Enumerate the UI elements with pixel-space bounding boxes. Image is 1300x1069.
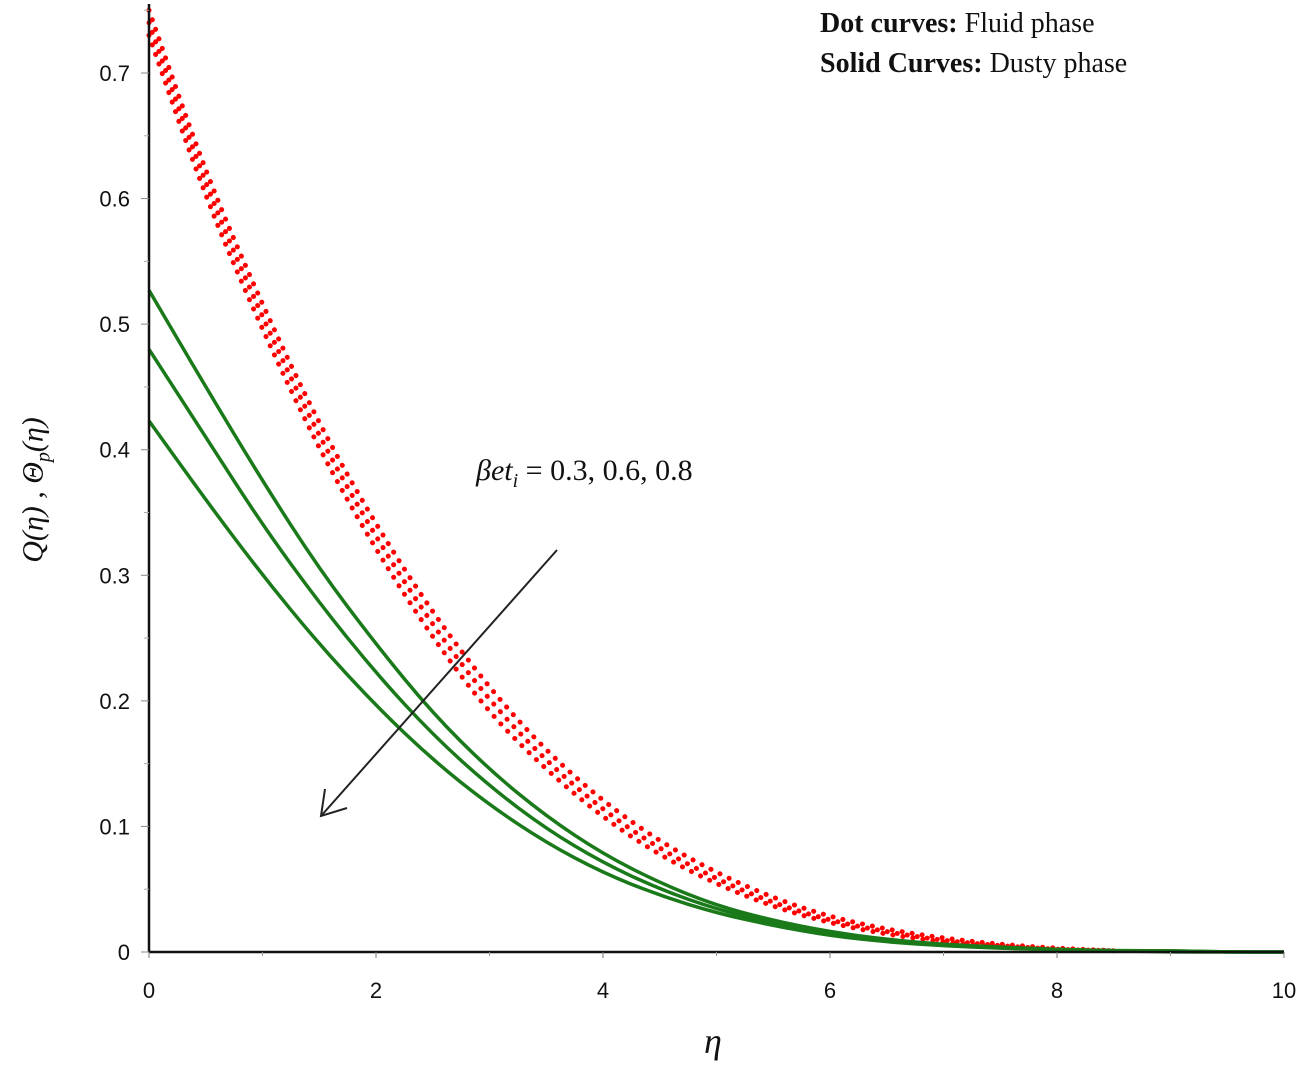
curves <box>146 7 1284 954</box>
y-tick-label: 0 <box>118 940 130 965</box>
y-tick-label: 0.6 <box>99 187 130 212</box>
y-axis-label: Q(η) , Θp(η) <box>16 417 55 563</box>
x-tick-label: 10 <box>1272 978 1296 1003</box>
series-line <box>146 7 1117 954</box>
x-tick-label: 6 <box>824 978 836 1003</box>
y-tick-label: 0.2 <box>99 689 130 714</box>
trend-arrow <box>319 549 558 818</box>
legend: Dot curves: Fluid phase Solid Curves: Du… <box>820 4 1127 84</box>
legend-dot-curves: Dot curves: Fluid phase <box>820 8 1095 39</box>
arrow-head-icon <box>319 788 348 818</box>
x-axis-label: η <box>704 1021 722 1061</box>
series-line <box>147 289 1284 954</box>
series-line <box>147 348 1284 954</box>
y-tick-label: 0.7 <box>99 61 130 86</box>
series-line <box>147 419 1284 954</box>
axes: 0 2 4 6 8 10 0 0.1 0.2 0.3 0.4 0.5 0.6 0.7 <box>99 4 1296 1003</box>
y-tick-label: 0.5 <box>99 312 130 337</box>
parameter-annotation: βeti = 0.3, 0.6, 0.8 <box>476 454 693 492</box>
y-tick-label: 0.4 <box>99 438 130 463</box>
y-tick-label: 0.3 <box>99 563 130 588</box>
x-tick-label: 4 <box>597 978 609 1003</box>
x-tick-label: 0 <box>143 978 155 1003</box>
series-line <box>146 32 1117 954</box>
x-tick-label: 8 <box>1051 978 1063 1003</box>
legend-solid-curves: Solid Curves: Dusty phase <box>820 48 1128 79</box>
series-line <box>146 20 1117 954</box>
x-tick-label: 2 <box>370 978 382 1003</box>
y-tick-label: 0.1 <box>99 814 130 839</box>
